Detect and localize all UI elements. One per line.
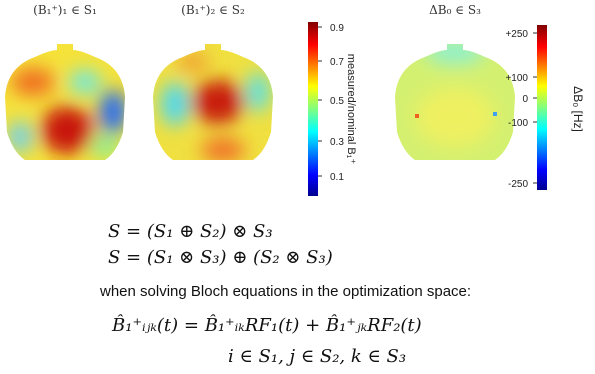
colorbar-tick-label: 0 (522, 94, 528, 105)
colorbar (308, 22, 318, 196)
figure: (B₁⁺)₁ ∈ S₁ (B₁⁺)₂ ∈ S₂ ΔB₀ ∈ S₃ (0, 0, 595, 374)
colorbar-tick-label: +250 (505, 29, 528, 40)
colorbar-tick-label: 0.5 (330, 96, 344, 107)
formula: B̂₁⁺ᵢⱼₖ(t) = B̂₁⁺ᵢₖRF₁(t) + B̂₁⁺ⱼₖRF₂(t) (111, 314, 422, 336)
colorbar-tick-label: 0.7 (330, 57, 344, 68)
panel-title: (B₁⁺)₁ ∈ S₁ (33, 3, 97, 17)
colorbar-label: ΔB₀ [Hz] (571, 86, 585, 132)
colorbar-label: measured/nominal B₁⁺ (345, 54, 357, 165)
colorbar-tick-label: 0.1 (330, 172, 344, 183)
colorbar (537, 25, 547, 190)
caption: when solving Bloch equations in the opti… (99, 283, 471, 300)
equation: S = (S₁ ⊗ S₃) ⊕ (S₂ ⊗ S₃) (108, 247, 333, 268)
colorbar-tick-label: 0.9 (330, 23, 344, 34)
equation: S = (S₁ ⊕ S₂) ⊗ S₃ (108, 221, 273, 242)
panel-title: ΔB₀ ∈ S₃ (429, 3, 481, 17)
colorbar-tick-label: -250 (508, 179, 528, 190)
map-b1-1 (5, 42, 127, 162)
map-b1-2 (153, 42, 273, 162)
colorbar-tick-label: +100 (505, 73, 528, 84)
colorbar-tick-label: 0.3 (330, 137, 344, 148)
panel-title: (B₁⁺)₂ ∈ S₂ (181, 3, 245, 17)
formula-condition: i ∈ S₁, j ∈ S₂, k ∈ S₃ (228, 346, 406, 367)
map-b0 (395, 40, 515, 162)
colorbar-tick-label: -100 (508, 118, 528, 129)
